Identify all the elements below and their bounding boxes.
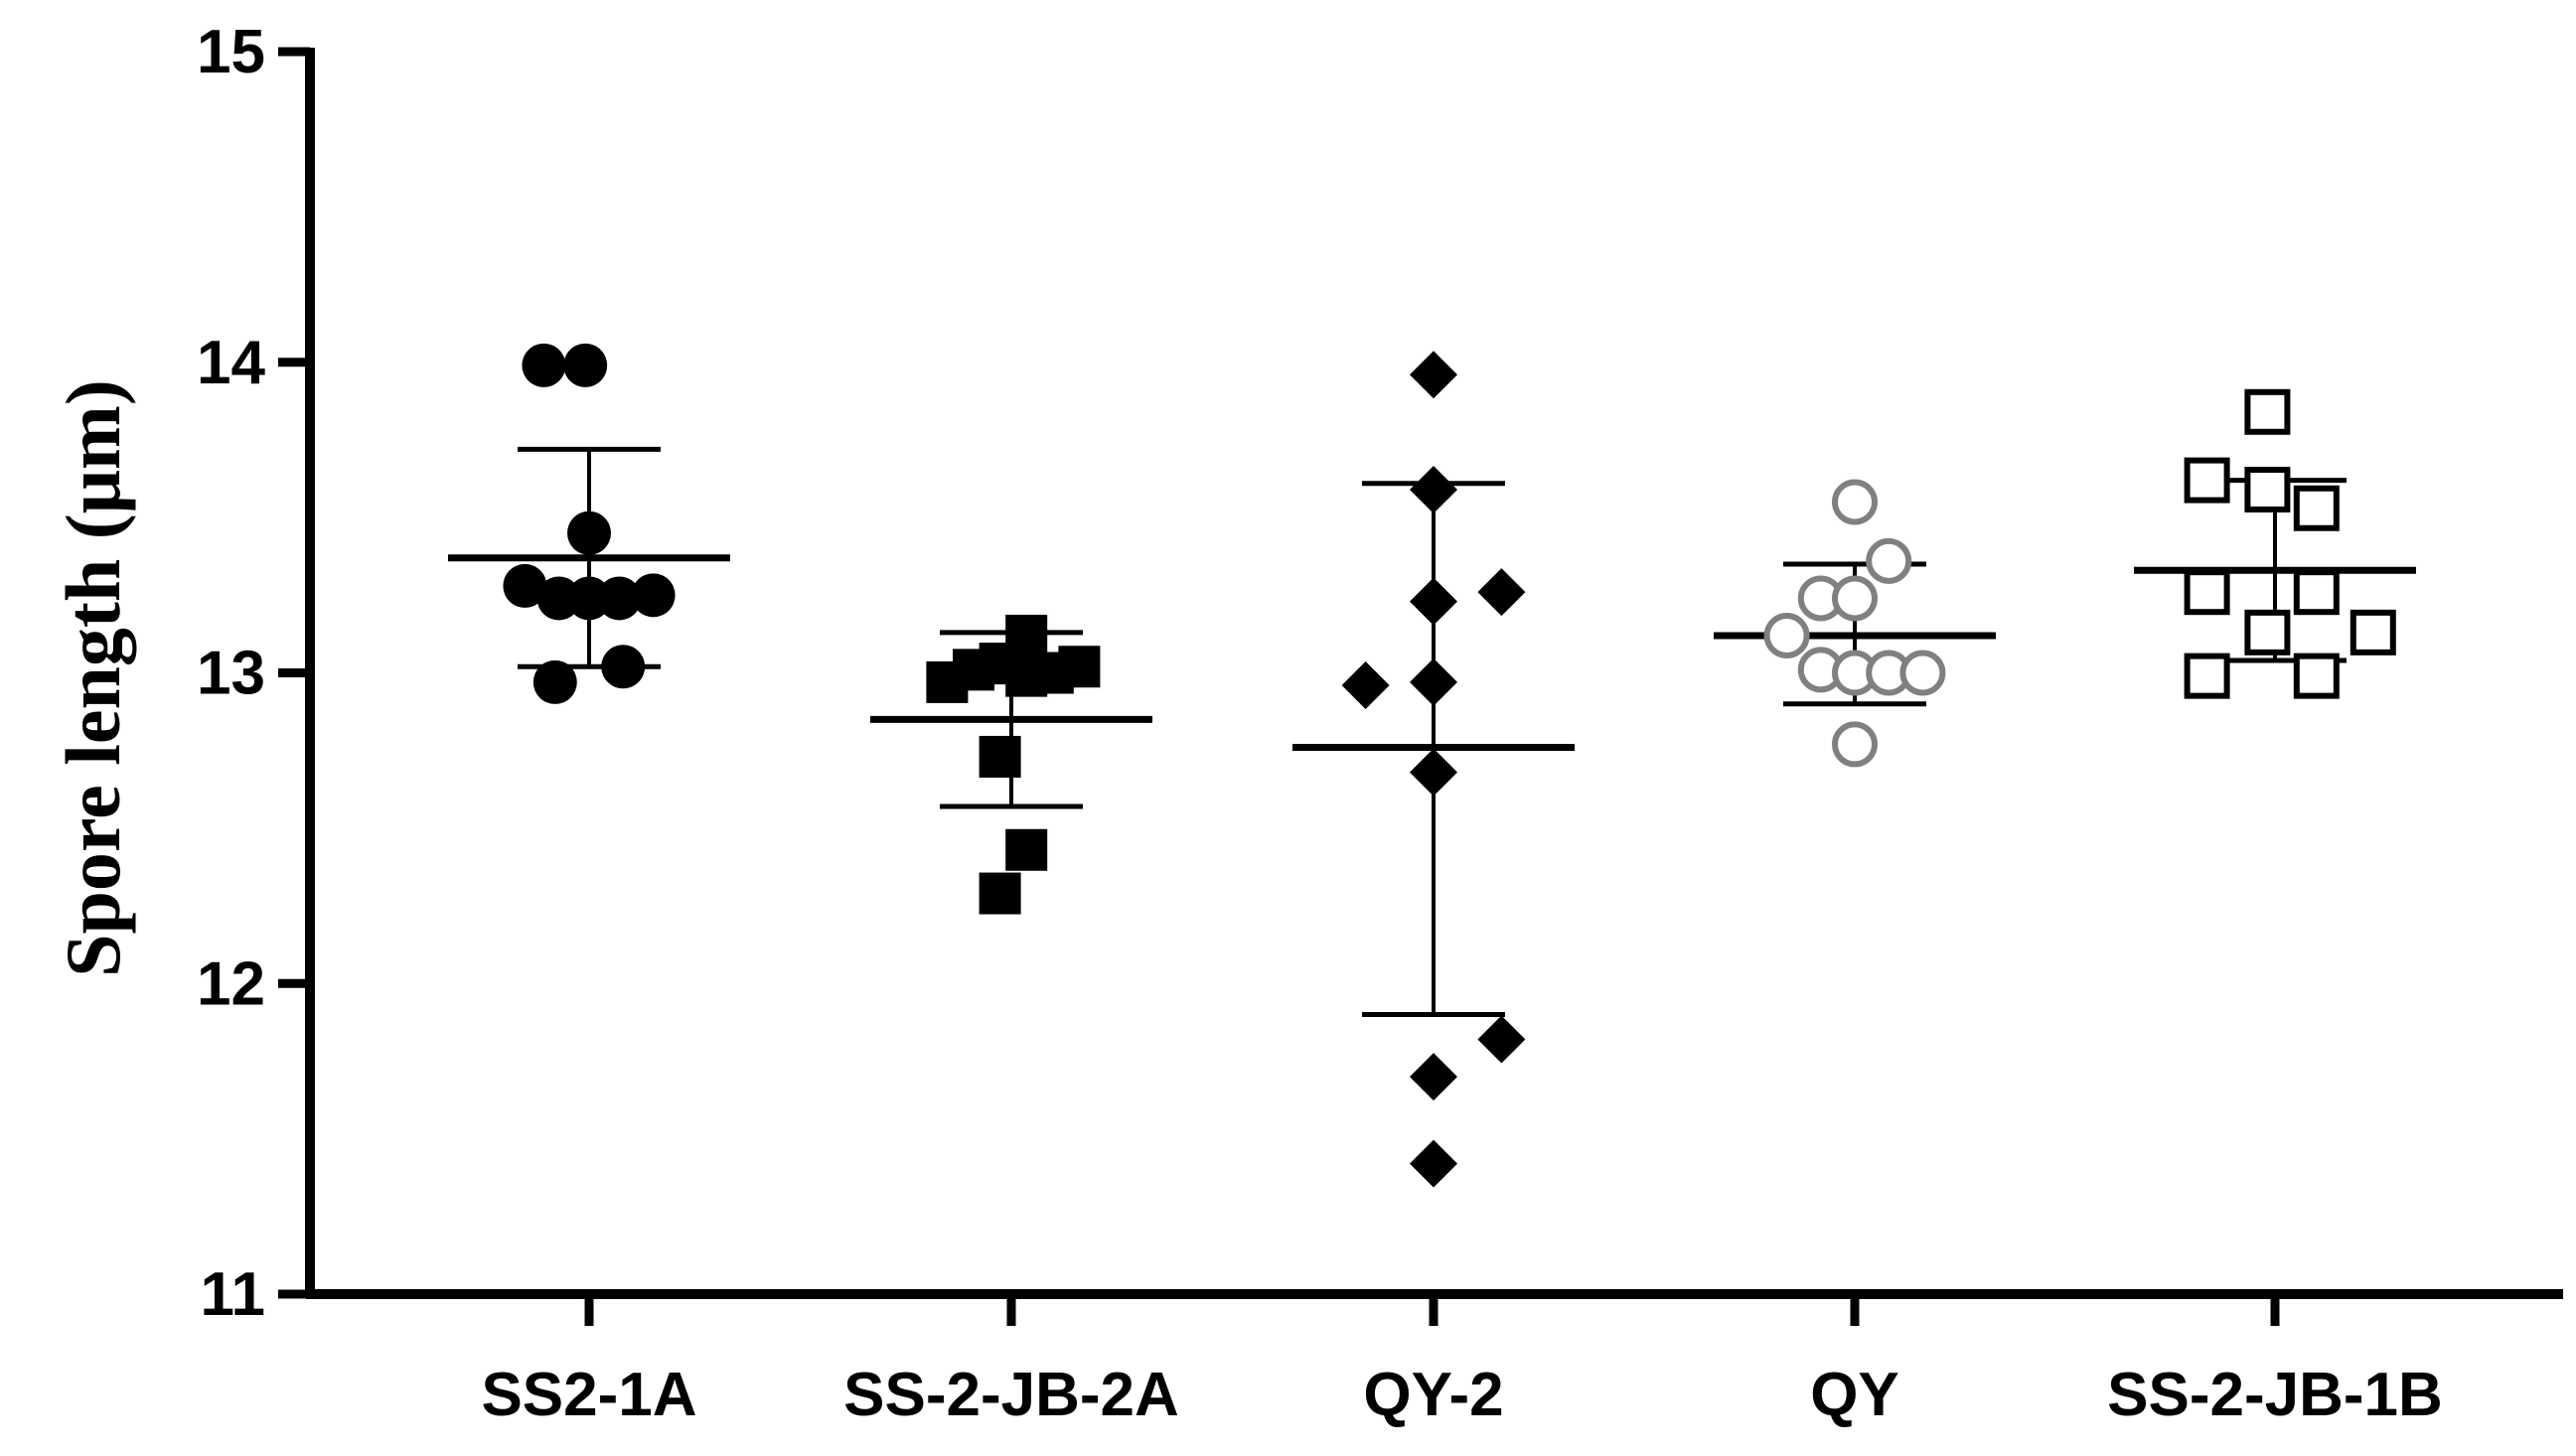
data-point <box>1341 661 1390 710</box>
data-point <box>522 343 566 387</box>
data-point <box>597 576 642 621</box>
y-axis-ticks: 11 12 13 14 15 <box>197 18 310 1329</box>
error-bars <box>448 446 2416 1018</box>
data-point <box>503 563 547 608</box>
data-point <box>601 645 646 689</box>
data-point <box>1477 1015 1526 1064</box>
y-tick-label: 15 <box>197 18 265 86</box>
data-point <box>1410 657 1457 706</box>
data-point <box>979 735 1021 778</box>
data-point <box>563 343 608 387</box>
x-category-label: QY-2 <box>1363 1361 1503 1429</box>
data-point <box>1763 612 1810 658</box>
data-point <box>2293 569 2340 616</box>
data-point <box>1866 537 1912 584</box>
y-tick-label: 14 <box>197 329 265 397</box>
data-point <box>1410 1053 1457 1101</box>
data-point <box>2184 653 2230 699</box>
data-point <box>2244 388 2291 435</box>
data-point <box>2349 609 2396 655</box>
x-axis-ticks: SS2-1A SS-2-JB-2A QY-2 QY SS-2-JB-1B <box>481 1294 2443 1429</box>
x-category-label: QY <box>1810 1361 1899 1429</box>
data-point <box>1410 1139 1457 1188</box>
data-point <box>1899 650 1946 696</box>
data-point <box>1410 577 1457 626</box>
data-point <box>1410 465 1457 513</box>
data-point <box>631 573 676 618</box>
data-points <box>503 343 2396 1188</box>
data-point <box>567 576 611 621</box>
data-point <box>2184 457 2230 504</box>
data-point <box>1832 479 1878 525</box>
data-point <box>532 659 577 704</box>
x-category-label: SS-2-JB-1B <box>2107 1361 2443 1429</box>
data-point <box>1832 575 1878 622</box>
data-point <box>536 576 581 621</box>
data-point <box>1410 748 1457 797</box>
data-point <box>2293 653 2340 699</box>
data-point <box>1058 646 1101 688</box>
data-point <box>2244 609 2291 655</box>
data-point <box>2244 466 2291 512</box>
data-point <box>567 510 611 555</box>
x-category-label: SS-2-JB-2A <box>843 1361 1179 1429</box>
y-tick-label: 12 <box>197 949 265 1018</box>
data-point <box>979 872 1021 915</box>
y-tick-label: 13 <box>197 640 265 708</box>
data-point <box>1410 351 1457 399</box>
data-point <box>2293 485 2340 531</box>
y-axis-title: Spore length (μm) <box>50 379 136 977</box>
data-point <box>1477 568 1526 617</box>
data-point <box>1832 721 1878 768</box>
x-category-label: SS2-1A <box>481 1361 696 1429</box>
data-point <box>2184 569 2230 616</box>
data-point <box>1005 828 1048 871</box>
y-tick-label: 11 <box>200 1260 265 1329</box>
